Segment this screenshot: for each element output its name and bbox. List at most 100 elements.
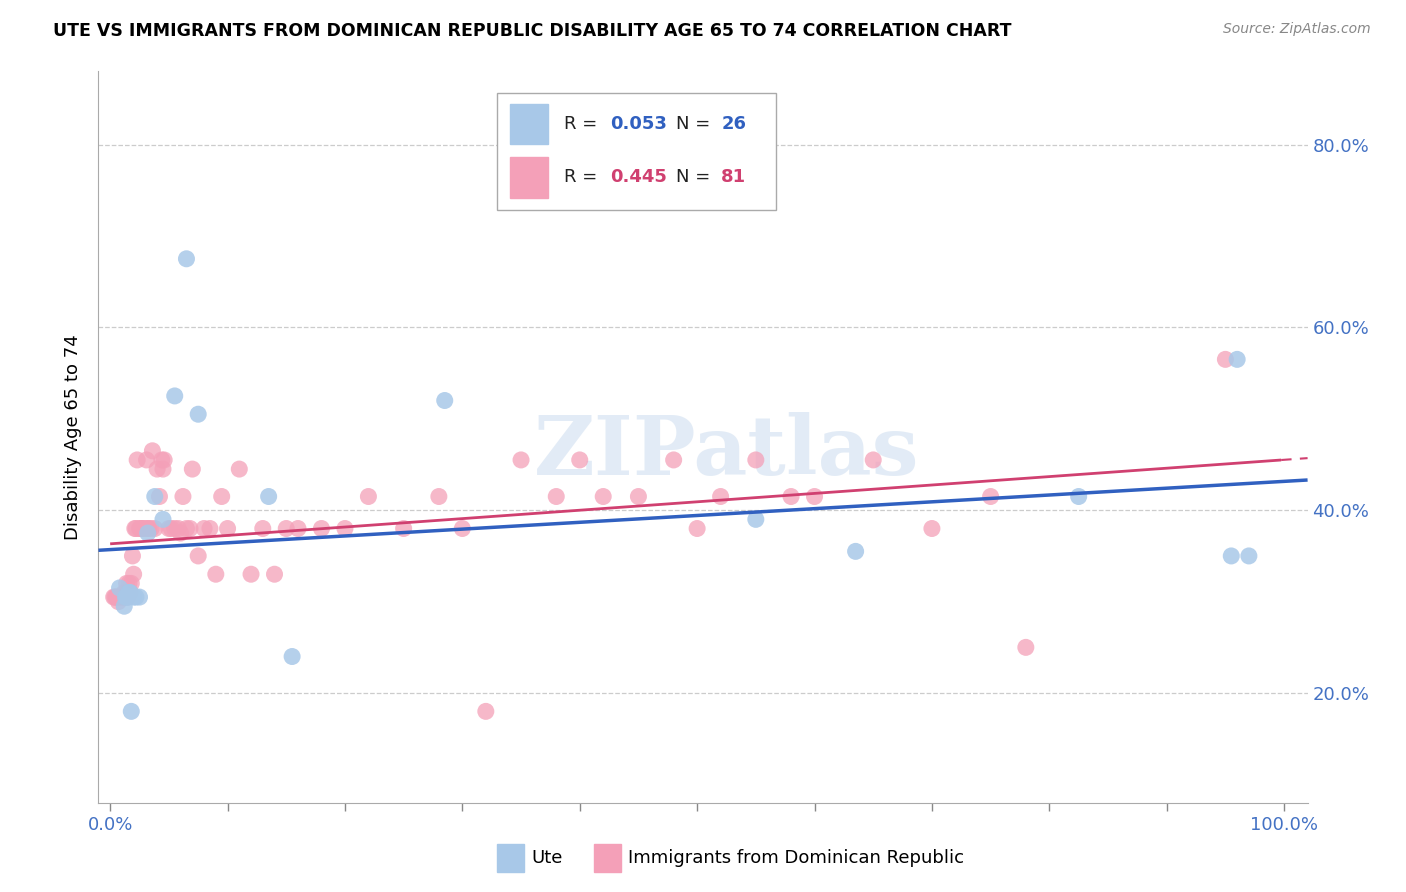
Point	[433, 393, 456, 408]
Point	[710, 490, 733, 504]
Point	[117, 590, 139, 604]
Point	[134, 521, 156, 535]
Point	[112, 599, 135, 614]
Point	[281, 649, 304, 664]
Point	[128, 590, 150, 604]
Text: Ute: Ute	[531, 848, 562, 867]
Point	[475, 705, 498, 719]
Point	[176, 252, 198, 266]
Point	[114, 585, 136, 599]
Point	[745, 453, 768, 467]
Point	[117, 590, 139, 604]
Point	[111, 590, 134, 604]
Point	[104, 590, 127, 604]
Point	[120, 585, 142, 599]
Point	[568, 453, 591, 467]
Point	[780, 490, 803, 504]
Point	[662, 453, 685, 467]
Point	[287, 521, 309, 535]
Point	[152, 512, 174, 526]
Point	[150, 453, 173, 467]
Point	[510, 453, 533, 467]
Point	[862, 453, 884, 467]
Point	[118, 576, 141, 591]
Point	[143, 490, 166, 504]
Point	[105, 590, 128, 604]
Point	[125, 590, 148, 604]
Point	[110, 590, 132, 604]
Point	[1067, 490, 1090, 504]
Point	[143, 521, 166, 535]
Point	[115, 590, 138, 604]
Point	[176, 521, 198, 535]
Point	[427, 490, 450, 504]
Text: 0.053: 0.053	[610, 115, 666, 133]
Point	[357, 490, 380, 504]
Point	[311, 521, 333, 535]
Point	[121, 549, 143, 563]
Point	[240, 567, 263, 582]
Text: N =: N =	[676, 169, 717, 186]
Point	[120, 576, 142, 591]
Point	[187, 407, 209, 421]
Text: 26: 26	[721, 115, 747, 133]
Point	[132, 521, 155, 535]
Point	[163, 389, 186, 403]
Point	[167, 521, 190, 535]
Bar	[509, 157, 548, 197]
Point	[1015, 640, 1038, 655]
Text: N =: N =	[676, 115, 717, 133]
Point	[136, 526, 159, 541]
Point	[136, 521, 159, 535]
Point	[1237, 549, 1260, 563]
Point	[228, 462, 250, 476]
Point	[198, 521, 221, 535]
Point	[120, 585, 142, 599]
Point	[108, 590, 131, 604]
Point	[172, 490, 194, 504]
Point	[112, 585, 135, 599]
Point	[211, 490, 233, 504]
Point	[115, 576, 138, 591]
Y-axis label: Disability Age 65 to 74: Disability Age 65 to 74	[65, 334, 83, 540]
Point	[546, 490, 568, 504]
Text: R =: R =	[564, 115, 603, 133]
Point	[163, 521, 186, 535]
Point	[160, 521, 183, 535]
Text: Source: ZipAtlas.com: Source: ZipAtlas.com	[1223, 22, 1371, 37]
Point	[129, 521, 152, 535]
Text: ZIPatlas: ZIPatlas	[534, 412, 920, 491]
Point	[980, 490, 1002, 504]
Point	[152, 462, 174, 476]
Point	[921, 521, 943, 535]
Bar	[595, 845, 621, 872]
Point	[107, 594, 129, 608]
Point	[122, 567, 145, 582]
Point	[845, 544, 868, 558]
Point	[686, 521, 709, 535]
Point	[263, 567, 285, 582]
Point	[257, 490, 280, 504]
Bar	[498, 845, 524, 872]
Point	[333, 521, 356, 535]
Text: 81: 81	[721, 169, 747, 186]
Point	[138, 521, 160, 535]
Point	[169, 526, 191, 541]
Point	[1215, 352, 1237, 367]
Text: 0.445: 0.445	[610, 169, 666, 186]
Point	[1220, 549, 1243, 563]
Point	[627, 490, 650, 504]
Text: R =: R =	[564, 169, 603, 186]
Point	[125, 521, 148, 535]
Point	[124, 521, 146, 535]
Point	[745, 512, 768, 526]
Bar	[509, 103, 548, 145]
Point	[122, 590, 145, 604]
FancyBboxPatch shape	[498, 94, 776, 211]
Point	[181, 462, 204, 476]
Point	[120, 705, 142, 719]
Text: Immigrants from Dominican Republic: Immigrants from Dominican Republic	[628, 848, 965, 867]
Point	[252, 521, 274, 535]
Text: UTE VS IMMIGRANTS FROM DOMINICAN REPUBLIC DISABILITY AGE 65 TO 74 CORRELATION CH: UTE VS IMMIGRANTS FROM DOMINICAN REPUBLI…	[53, 22, 1012, 40]
Point	[135, 453, 157, 467]
